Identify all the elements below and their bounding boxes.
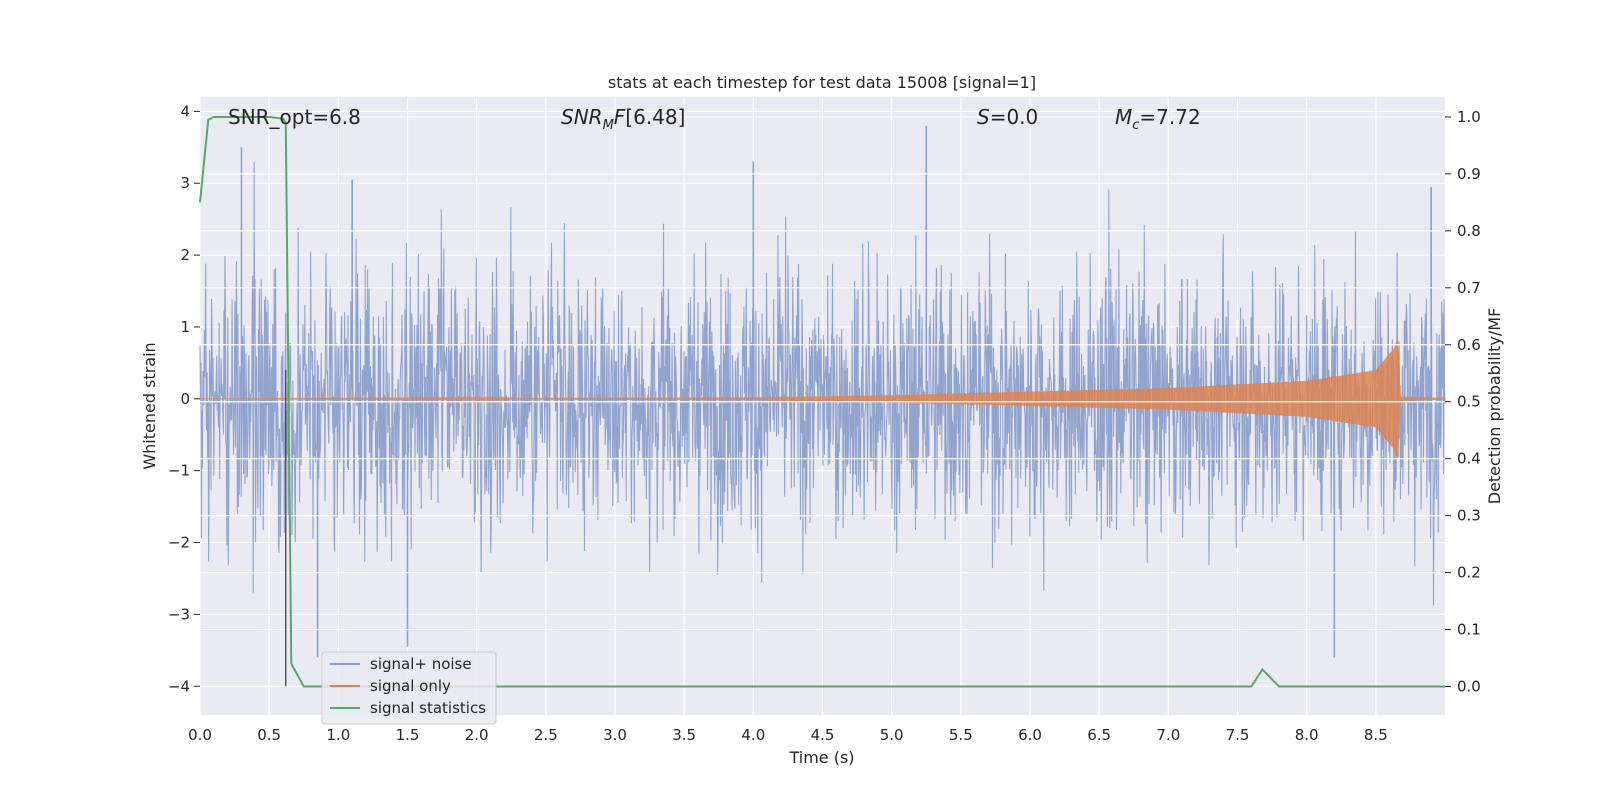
y-left-tick-label: 0 xyxy=(180,390,190,408)
annotation-snr-mf: SNRMF[6.48] xyxy=(561,105,685,133)
annotation-snr-opt: SNR_opt=6.8 xyxy=(228,105,361,129)
legend-box xyxy=(321,651,497,725)
y-left-tick-label: −3 xyxy=(168,605,190,623)
y-right-tick-label: 0.3 xyxy=(1457,507,1481,525)
x-axis-label: Time (s) xyxy=(788,748,854,767)
x-tick-label: 3.0 xyxy=(603,726,627,744)
y-left-tick-label: −4 xyxy=(168,677,190,695)
x-tick-label: 5.5 xyxy=(949,726,973,744)
y-left-tick-label: 2 xyxy=(180,246,190,264)
x-tick-label: 5.0 xyxy=(880,726,904,744)
x-tick-label: 2.5 xyxy=(534,726,558,744)
y-left-tick-label: 3 xyxy=(180,174,190,192)
x-tick-label: 6.0 xyxy=(1018,726,1042,744)
y-right-tick-label: 1.0 xyxy=(1457,108,1481,126)
y-right-tick-label: 0.7 xyxy=(1457,279,1481,297)
x-tick-label: 4.0 xyxy=(741,726,765,744)
x-tick-label: 1.5 xyxy=(396,726,420,744)
statistics-trace xyxy=(199,115,1445,688)
y-right-tick-label: 0.1 xyxy=(1457,621,1481,639)
x-tick-label: 6.5 xyxy=(1087,726,1111,744)
x-tick-label: 7.5 xyxy=(1226,726,1250,744)
x-tick-label: 8.5 xyxy=(1364,726,1388,744)
legend-label-signal-statistics: signal statistics xyxy=(370,699,486,717)
y-axis-right-ticks: 1.0 0.9 0.8 0.7 0.6 0.5 0.4 0.3 0.2 0.1 0.0 xyxy=(1445,108,1481,696)
signal-trace xyxy=(199,338,1446,459)
annotation-s: S=0.0 xyxy=(977,105,1038,129)
x-tick-label: 8.0 xyxy=(1295,726,1319,744)
y-axis-right-label: Detection probability/MF xyxy=(1485,308,1504,505)
annotation-snr-mf-value: [6.48] xyxy=(625,105,685,129)
y-left-tick-label: 4 xyxy=(180,102,190,120)
legend-label-signal-plus-noise: signal+ noise xyxy=(370,655,472,673)
x-tick-label: 2.0 xyxy=(465,726,489,744)
y-axis-left-label: Whitened strain xyxy=(140,342,159,469)
y-right-tick-label: 0.2 xyxy=(1457,564,1481,582)
x-tick-label: 1.0 xyxy=(326,726,350,744)
series-signal-plus-noise xyxy=(199,125,1446,658)
y-axis-left-ticks: 4 3 2 1 0 −1 −2 −3 −4 xyxy=(168,102,200,695)
x-tick-label: 7.0 xyxy=(1156,726,1180,744)
series-signal-statistics xyxy=(199,115,1445,688)
annotation-mc: Mc=7.72 xyxy=(1115,105,1201,133)
x-tick-label: 3.5 xyxy=(672,726,696,744)
x-axis-ticks: 0.0 0.5 1.0 1.5 2.0 2.5 3.0 3.5 4.0 4.5 5.0 5.5 6.0 6… xyxy=(188,726,1388,744)
chart-title: stats at each timestep for test data 150… xyxy=(608,73,1036,92)
y-left-tick-label: −1 xyxy=(168,462,190,480)
y-left-tick-label: −2 xyxy=(168,534,190,552)
y-right-tick-label: 0.5 xyxy=(1457,393,1481,411)
y-right-tick-label: 0.8 xyxy=(1457,222,1481,240)
series-signal-only xyxy=(199,338,1446,459)
y-left-tick-label: 1 xyxy=(180,318,190,336)
annotation-s-value: =0.0 xyxy=(990,105,1039,129)
legend: signal+ noise signal only signal statist… xyxy=(321,651,497,725)
legend-label-signal-only: signal only xyxy=(370,677,451,695)
x-tick-label: 4.5 xyxy=(811,726,835,744)
y-right-tick-label: 0.4 xyxy=(1457,450,1481,468)
annotation-mc-value: =7.72 xyxy=(1139,105,1200,129)
x-tick-label: 0.5 xyxy=(257,726,281,744)
y-right-tick-label: 0.0 xyxy=(1457,678,1481,696)
x-tick-label: 0.0 xyxy=(188,726,212,744)
y-right-tick-label: 0.6 xyxy=(1457,336,1481,354)
y-right-tick-label: 0.9 xyxy=(1457,165,1481,183)
